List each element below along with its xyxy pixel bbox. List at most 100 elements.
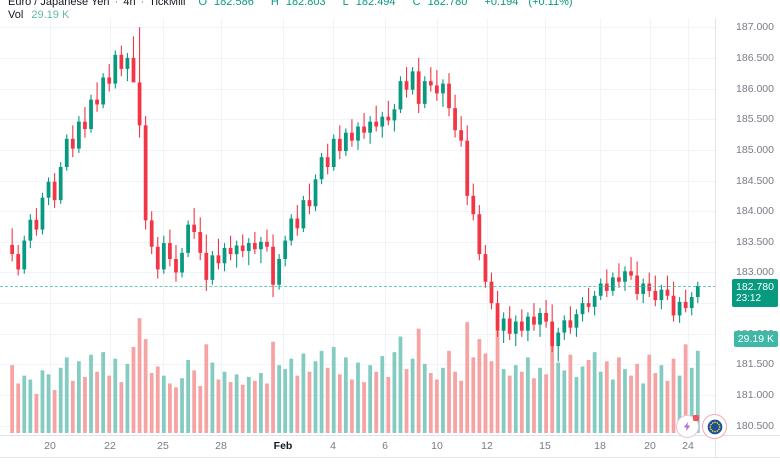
candle-body: [228, 247, 233, 255]
grid-line: [0, 119, 716, 121]
grid-line: [0, 241, 716, 243]
volume-bar: [568, 354, 573, 433]
candlestick-series: [10, 27, 700, 433]
vertical-grid-line: [50, 18, 51, 435]
candle-body: [313, 179, 318, 207]
candle-body: [647, 283, 652, 291]
candle-body: [380, 116, 385, 127]
vertical-grid-line: [221, 18, 222, 435]
volume-bar: [598, 371, 603, 433]
price-axis[interactable]: 187.000 186.500 186.000 185.500 185.000 184.5…: [715, 18, 780, 435]
price-tick-label: 186.000: [736, 82, 774, 95]
volume-bar: [689, 367, 694, 433]
volume-bar: [435, 379, 439, 433]
candle-body: [246, 243, 251, 252]
candle-body: [289, 218, 294, 241]
alert-button[interactable]: [676, 415, 699, 438]
interval-label[interactable]: 4h: [123, 0, 136, 8]
time-tick-label: 10: [431, 440, 443, 452]
candle-body: [635, 275, 639, 294]
grid-line: [0, 272, 716, 274]
volume-bar: [186, 359, 190, 433]
price-tick-label: 181.500: [736, 358, 774, 371]
volume-bar: [240, 384, 245, 433]
volume-bar: [647, 354, 652, 433]
last-price-badge[interactable]: 182.780 23:12: [732, 278, 778, 307]
candle-body: [271, 246, 275, 285]
volume-bar: [410, 358, 415, 433]
axis-bottom-rule: [0, 457, 780, 458]
time-axis[interactable]: 20 22 25 28 Feb 4 6 10 12 15 18 20 24: [0, 435, 716, 458]
candle-body: [519, 321, 524, 331]
candle-body: [343, 132, 348, 152]
candle-body: [125, 57, 130, 69]
volume-bar: [131, 346, 136, 433]
price-tick-label: 180.500: [736, 419, 774, 432]
volume-bar: [580, 366, 585, 433]
volume-bar: [574, 376, 579, 433]
volume-bar: [119, 382, 124, 433]
volume-bar: [471, 357, 476, 433]
lightning-bolt-icon: [683, 421, 691, 432]
candle-body: [295, 218, 300, 229]
candle-body: [483, 254, 488, 282]
price-tick-label: 186.500: [736, 51, 774, 64]
candle-body: [331, 138, 336, 168]
candle-body: [107, 77, 112, 84]
volume-bar: [659, 365, 664, 433]
candle-body: [471, 195, 476, 215]
candle-body: [70, 138, 75, 149]
candle-body: [641, 283, 646, 294]
candle-body: [453, 108, 457, 131]
candle-body: [513, 321, 518, 334]
candle-body: [143, 125, 148, 221]
time-tick-label: 25: [157, 440, 169, 452]
volume-bar: [40, 370, 45, 433]
ohlc-low: L 182.494: [342, 0, 396, 8]
symbol-name[interactable]: Euro / Japanese Yen: [8, 0, 110, 8]
candle-body: [10, 244, 15, 255]
candle-body: [404, 81, 409, 90]
legend-symbol-row: Euro / Japanese Yen · 4h · TickMill O 182…: [8, 0, 580, 9]
volume-bar: [246, 376, 251, 433]
candle-body: [52, 181, 57, 201]
price-tick-label: 185.000: [736, 143, 774, 156]
time-tick-label: Feb: [273, 440, 293, 452]
candle-body: [568, 320, 573, 328]
volume-bar: [441, 367, 445, 433]
volume-bar: [362, 382, 366, 433]
volume-bar: [350, 379, 354, 433]
time-tick-label: 12: [481, 440, 493, 452]
grid-line: [0, 180, 716, 182]
candle-body: [350, 132, 354, 141]
candle-body: [550, 321, 555, 347]
candle-body: [192, 224, 197, 233]
source-label[interactable]: TickMill: [149, 0, 186, 8]
candle-countdown: 23:12: [736, 292, 762, 304]
plot-area[interactable]: [0, 18, 716, 435]
price-tick-label: 187.000: [736, 21, 774, 34]
volume-bar: [477, 339, 482, 433]
volume-bar: [271, 341, 275, 433]
grid-line: [0, 27, 716, 29]
candle-body: [155, 246, 160, 270]
volume-bar: [216, 379, 221, 433]
grid-line: [0, 211, 716, 213]
volume-bar: [168, 383, 172, 433]
volume-bar: [46, 374, 51, 433]
volume-bar: [283, 369, 288, 433]
volume-bar: [653, 373, 658, 433]
candle-body: [604, 283, 609, 291]
volume-bar: [532, 378, 536, 433]
candle-body: [398, 81, 403, 110]
candle-body: [610, 277, 615, 291]
symbol-flag-button[interactable]: [702, 414, 727, 439]
grid-line: [0, 57, 716, 59]
time-tick-label: 24: [682, 440, 694, 452]
volume-badge[interactable]: 29.19 K: [733, 330, 778, 347]
volume-bar: [447, 350, 451, 433]
volume-bar: [107, 375, 112, 433]
volume-bar: [222, 371, 227, 433]
candle-body: [580, 303, 585, 315]
candle-body: [113, 54, 118, 84]
